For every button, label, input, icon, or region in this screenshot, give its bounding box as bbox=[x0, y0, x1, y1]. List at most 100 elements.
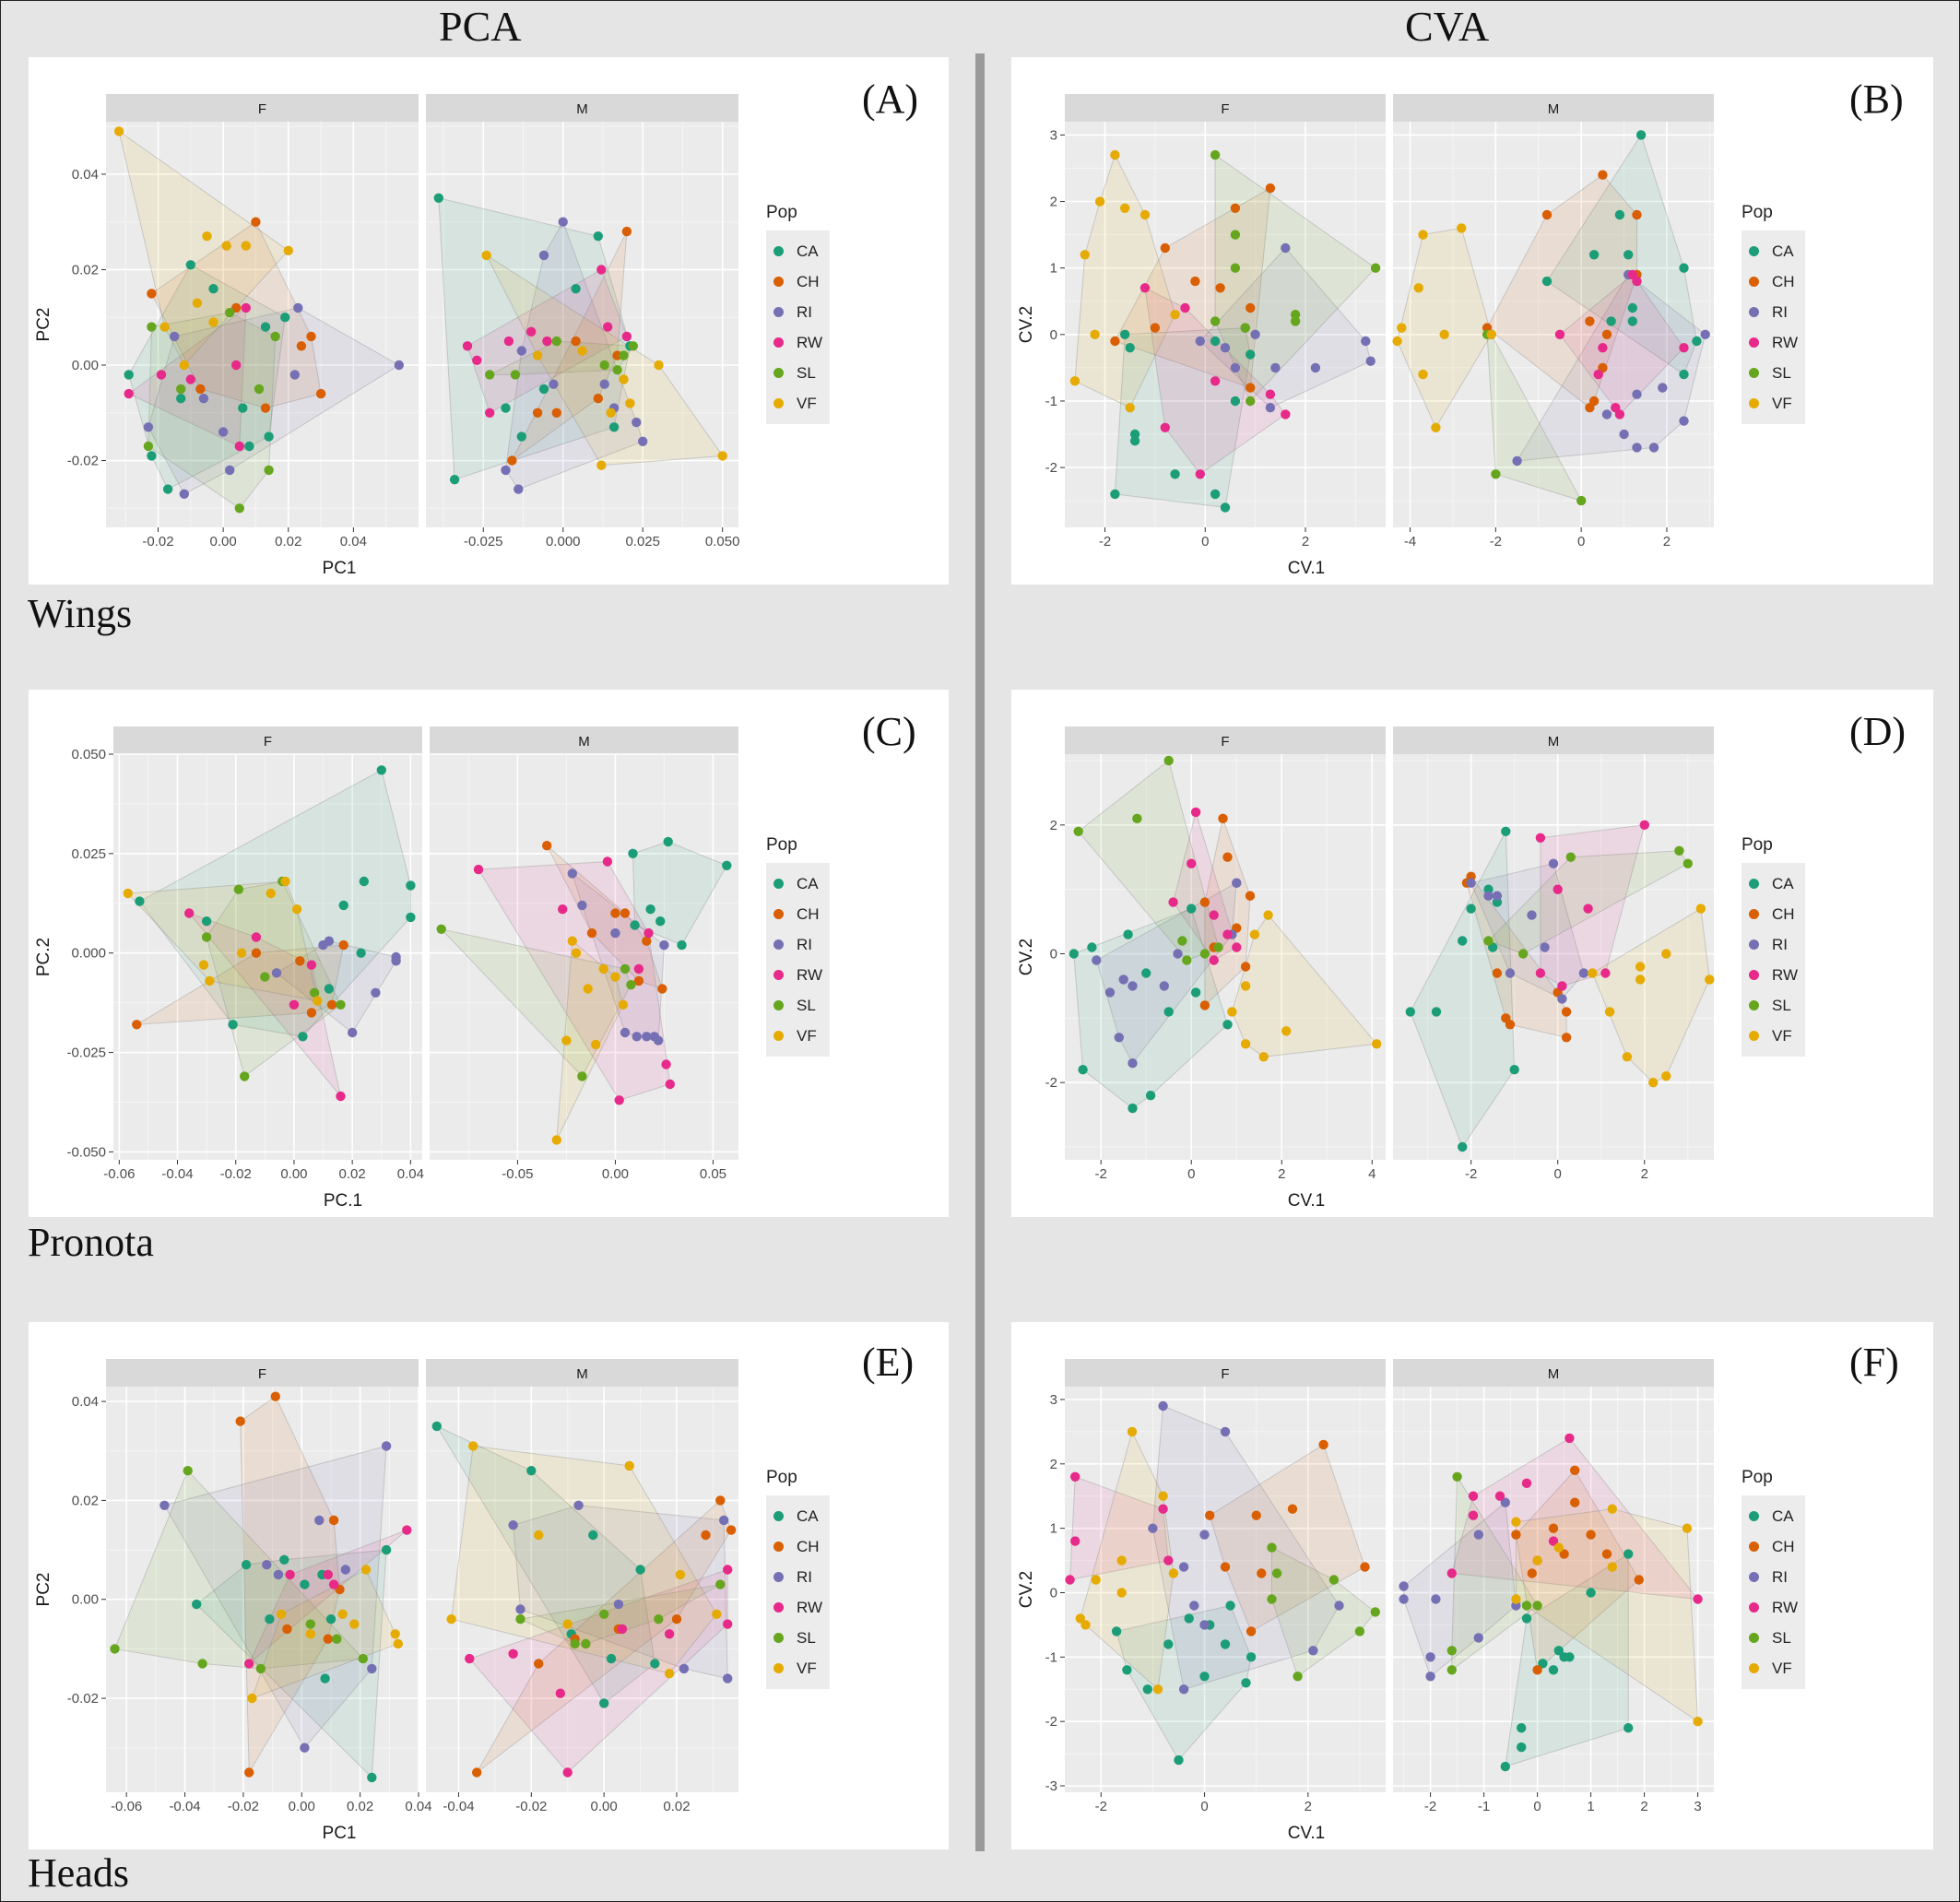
point-ri bbox=[632, 1032, 642, 1042]
point-rw bbox=[1583, 904, 1593, 914]
point-vf bbox=[159, 322, 170, 332]
x-tick-label: -0.02 bbox=[142, 534, 173, 549]
facet-strip bbox=[426, 1359, 738, 1387]
x-tick-label: -2 bbox=[1465, 1166, 1477, 1182]
panel-c: F -0.06 -0.04 -0.02 0.00 0.02 0.04 M -0.05 0.00 0.… bbox=[29, 690, 949, 1217]
x-tick-label: 0 bbox=[1577, 534, 1585, 549]
point-ca bbox=[325, 1614, 337, 1624]
legend-item-ch: CH bbox=[773, 899, 822, 929]
point-ri bbox=[1473, 1530, 1483, 1540]
point-ca bbox=[593, 231, 603, 242]
point-sl bbox=[1199, 949, 1210, 959]
legend-item-ri: RI bbox=[773, 1562, 822, 1592]
point-sl bbox=[110, 1644, 120, 1654]
point-ca bbox=[1623, 1723, 1634, 1733]
point-ca bbox=[201, 916, 212, 927]
point-ca bbox=[264, 431, 274, 442]
point-sl bbox=[1163, 755, 1174, 766]
column-title-pca: PCA bbox=[439, 3, 522, 50]
point-ch bbox=[1199, 1000, 1210, 1010]
panel-d: F -2 0 2 4 M -2 0 2 -2 0 2 CV.1 CV.2 Pop CA CH RI RW SL VF (D… bbox=[1011, 690, 1933, 1217]
point-ri bbox=[1431, 1594, 1441, 1604]
point-sl bbox=[1213, 942, 1223, 952]
y-tick-label: -0.02 bbox=[67, 1691, 99, 1707]
point-vf bbox=[1607, 1504, 1617, 1514]
point-ch bbox=[296, 341, 307, 351]
legend-title: Pop bbox=[1742, 203, 1773, 222]
point-vf bbox=[596, 460, 607, 470]
point-ch bbox=[701, 1530, 711, 1541]
facet-strip bbox=[1393, 94, 1714, 122]
point-ri bbox=[1148, 1523, 1158, 1533]
legend-item-sl: SL bbox=[1749, 990, 1798, 1021]
point-vf bbox=[1397, 323, 1407, 333]
facet-strip bbox=[1065, 94, 1386, 122]
point-vf bbox=[337, 1609, 348, 1619]
point-ch bbox=[1246, 1626, 1257, 1636]
point-ri bbox=[558, 217, 568, 227]
legend-label: CH bbox=[1772, 1537, 1795, 1555]
point-ca bbox=[376, 765, 386, 775]
hull-ca bbox=[1546, 134, 1697, 375]
row-label-heads: Heads bbox=[28, 1850, 129, 1896]
point-ca bbox=[599, 1698, 609, 1708]
point-ca bbox=[280, 313, 290, 323]
x-axis-title: CV.1 bbox=[1288, 559, 1326, 578]
point-ri bbox=[516, 346, 526, 356]
point-rw bbox=[1158, 1504, 1168, 1514]
y-tick-label: 3 bbox=[1050, 127, 1057, 143]
legend: Pop CA CH RI RW SL VF bbox=[766, 203, 831, 424]
point-ri bbox=[508, 1520, 518, 1530]
x-tick-label: -0.04 bbox=[443, 1799, 474, 1814]
point-rw bbox=[473, 864, 484, 875]
point-rw bbox=[665, 1079, 675, 1090]
point-ca bbox=[538, 384, 549, 395]
x-tick-label: 2 bbox=[1278, 1166, 1285, 1182]
legend-key-ch bbox=[1749, 1542, 1759, 1552]
point-ch bbox=[534, 1659, 544, 1669]
point-vf bbox=[1372, 1039, 1382, 1049]
legend-label: RI bbox=[1772, 302, 1788, 321]
point-ca bbox=[1500, 1761, 1510, 1772]
point-ri bbox=[1466, 878, 1476, 888]
point-vf bbox=[1110, 149, 1120, 160]
legend-item-sl: SL bbox=[773, 990, 822, 1021]
x-axis-title: PC.1 bbox=[324, 1191, 362, 1211]
point-rw bbox=[1632, 276, 1642, 287]
point-ch bbox=[132, 1020, 142, 1030]
point-ri bbox=[1700, 329, 1710, 339]
point-sl bbox=[143, 441, 154, 452]
point-ri bbox=[719, 1515, 729, 1526]
legend-label: RI bbox=[1772, 1567, 1788, 1586]
point-sl bbox=[305, 1619, 315, 1629]
x-tick-label: 0.05 bbox=[700, 1166, 726, 1182]
point-vf bbox=[1080, 1620, 1091, 1630]
point-ch bbox=[251, 217, 261, 227]
point-ca bbox=[1627, 302, 1637, 313]
legend-title: Pop bbox=[1742, 835, 1773, 855]
point-sl bbox=[619, 350, 629, 360]
facet-label: F bbox=[258, 101, 266, 117]
point-ch bbox=[1230, 203, 1241, 213]
point-rw bbox=[1494, 1491, 1505, 1501]
point-vf bbox=[591, 1039, 601, 1050]
legend-item-rw: RW bbox=[1749, 1592, 1798, 1623]
y-tick-label: -2 bbox=[1045, 1714, 1057, 1730]
point-sl bbox=[1517, 949, 1529, 959]
legend-key-vf bbox=[1749, 1031, 1759, 1041]
point-rw bbox=[485, 408, 495, 418]
point-rw bbox=[643, 927, 654, 939]
point-vf bbox=[192, 298, 203, 308]
x-tick-label: -2 bbox=[1095, 1799, 1107, 1814]
point-ri bbox=[632, 417, 642, 428]
point-vf bbox=[1607, 1562, 1617, 1572]
point-ri bbox=[198, 394, 209, 404]
point-ca bbox=[677, 939, 687, 951]
point-sl bbox=[510, 370, 521, 380]
point-sl bbox=[599, 1609, 609, 1619]
point-ri bbox=[225, 465, 235, 476]
point-ch bbox=[1190, 276, 1200, 287]
point-rw bbox=[241, 302, 251, 313]
legend-item-ca: CA bbox=[773, 1501, 822, 1531]
point-vf bbox=[1116, 1588, 1127, 1598]
